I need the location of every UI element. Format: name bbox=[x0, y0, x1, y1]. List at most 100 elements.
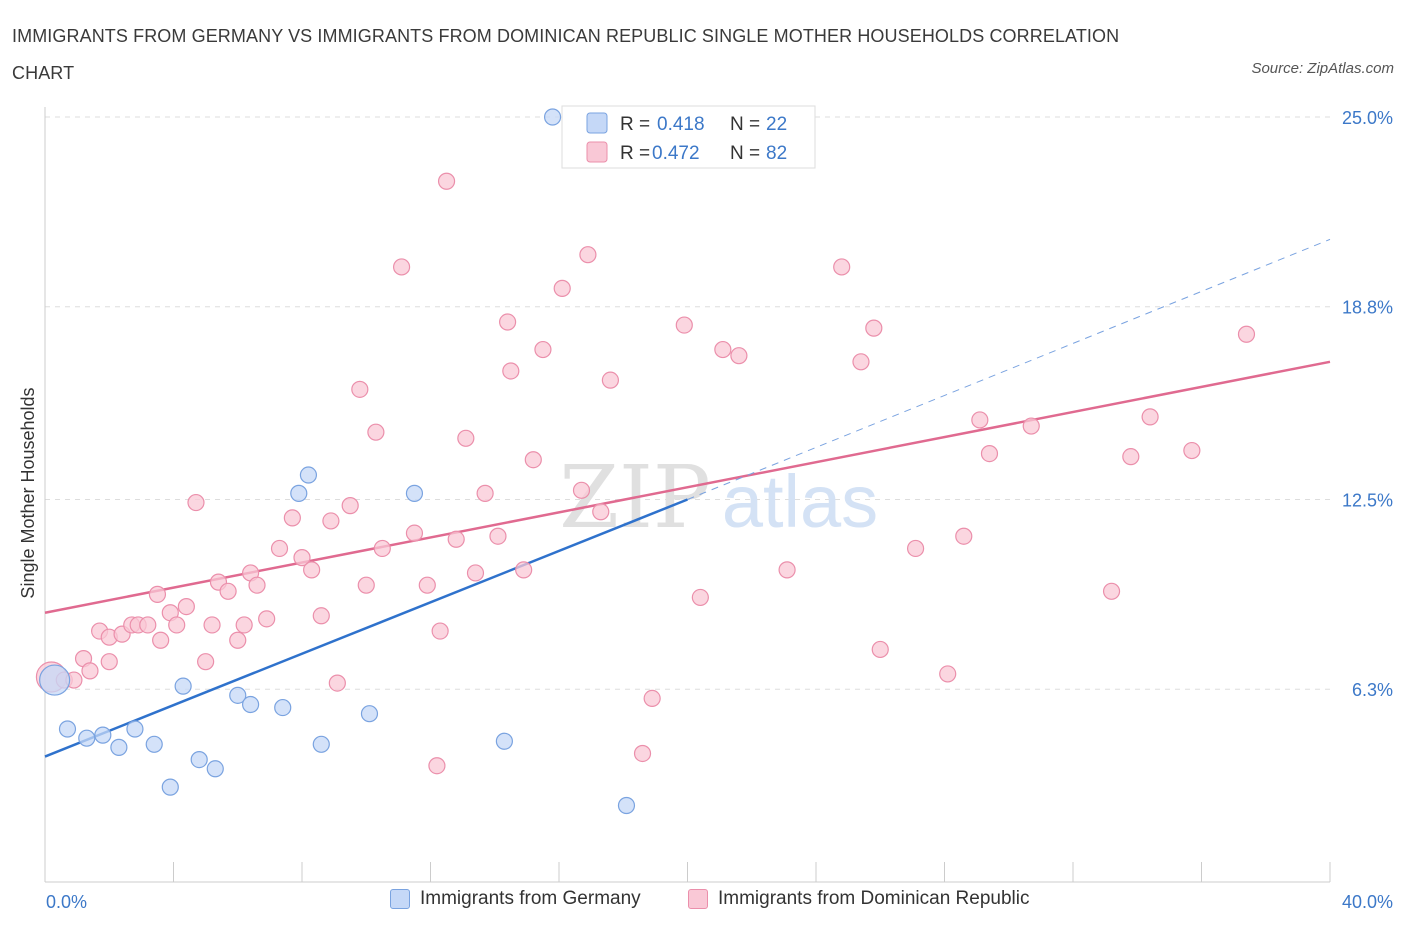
legend-germany-swatch bbox=[586, 112, 608, 134]
point-dominican-republic bbox=[833, 258, 851, 276]
x-tick-label: 0.0% bbox=[46, 892, 87, 912]
legend-bottom-dr-swatch bbox=[688, 889, 708, 909]
point-dominican-republic bbox=[1022, 417, 1040, 435]
point-dominican-republic bbox=[643, 689, 661, 708]
point-dominican-republic bbox=[466, 564, 485, 582]
point-dominican-republic bbox=[1183, 441, 1201, 460]
point-dominican-republic bbox=[148, 585, 167, 603]
point-germany bbox=[174, 677, 192, 695]
point-dominican-republic bbox=[229, 631, 247, 649]
point-dominican-republic bbox=[187, 493, 205, 512]
point-germany bbox=[206, 760, 224, 778]
point-germany bbox=[299, 466, 318, 484]
point-dominican-republic bbox=[1237, 325, 1256, 343]
point-dominican-republic bbox=[906, 539, 925, 558]
legend-dr-r-label: R = bbox=[620, 143, 650, 164]
legend-top: R = 0.418 N = 22 R = 0.472 N = 82 bbox=[561, 105, 816, 169]
point-dominican-republic bbox=[367, 423, 385, 441]
point-dominican-republic bbox=[633, 744, 652, 763]
point-germany bbox=[58, 720, 77, 738]
legend-dr-n-value: 82 bbox=[766, 143, 787, 164]
legend-dr-swatch bbox=[586, 141, 608, 163]
legend-germany-r-label: R = bbox=[620, 114, 650, 135]
point-dominican-republic bbox=[852, 353, 870, 371]
point-dominican-republic bbox=[499, 313, 517, 331]
point-dominican-republic bbox=[1122, 448, 1140, 466]
point-dominican-republic bbox=[534, 340, 552, 359]
point-germany bbox=[274, 698, 292, 717]
chart-title: IMMIGRANTS FROM GERMANY VS IMMIGRANTS FR… bbox=[12, 26, 1120, 83]
point-dominican-republic bbox=[515, 561, 533, 579]
tick-labels: 6.3% 12.5% 18.8% 25.0% 0.0% 40.0% bbox=[46, 108, 1393, 912]
point-dominican-republic bbox=[1141, 408, 1159, 426]
point-dominican-republic bbox=[81, 662, 99, 680]
legend-bottom-germany-label: Immigrants from Germany bbox=[420, 888, 641, 909]
point-dominican-republic bbox=[730, 347, 748, 365]
point-dominican-republic bbox=[357, 576, 375, 594]
point-dominican-republic bbox=[322, 512, 340, 530]
legend-germany-r-value: 0.418 bbox=[657, 114, 705, 135]
point-germany bbox=[39, 664, 71, 696]
point-dominican-republic bbox=[714, 340, 732, 359]
point-germany bbox=[190, 750, 208, 769]
point-dominican-republic bbox=[312, 607, 330, 625]
point-dominican-republic bbox=[431, 622, 449, 640]
point-germany bbox=[242, 695, 260, 714]
grid-lines bbox=[45, 116, 1330, 690]
points-dominican-republic bbox=[35, 172, 1256, 775]
point-germany bbox=[360, 705, 379, 723]
point-dominican-republic bbox=[373, 539, 391, 558]
point-dominican-republic bbox=[447, 530, 465, 548]
point-dominican-republic bbox=[592, 503, 610, 521]
legend-germany-n-value: 22 bbox=[766, 114, 787, 135]
point-dominican-republic bbox=[168, 616, 186, 634]
point-dominican-republic bbox=[980, 445, 999, 463]
point-germany bbox=[290, 484, 308, 502]
points-germany bbox=[39, 108, 636, 815]
point-dominican-republic bbox=[235, 616, 253, 634]
y-tick-label: 6.3% bbox=[1352, 680, 1393, 700]
trend-line-dominican-republic bbox=[44, 360, 1331, 614]
point-dominican-republic bbox=[152, 631, 170, 649]
point-dominican-republic bbox=[675, 316, 693, 334]
point-dominican-republic bbox=[1102, 582, 1121, 600]
point-dominican-republic bbox=[524, 451, 542, 469]
point-germany bbox=[495, 732, 513, 750]
point-dominican-republic bbox=[871, 640, 889, 659]
axes bbox=[44, 107, 1331, 883]
point-germany bbox=[145, 735, 163, 753]
y-tick-label: 25.0% bbox=[1342, 108, 1393, 128]
point-dominican-republic bbox=[139, 616, 157, 634]
legend-bottom: Immigrants from Germany Immigrants from … bbox=[0, 888, 1406, 918]
source-label: Source: ZipAtlas.com bbox=[1251, 60, 1394, 77]
point-dominican-republic bbox=[283, 509, 301, 527]
point-germany bbox=[126, 720, 144, 738]
point-germany bbox=[110, 738, 128, 756]
point-dominican-republic bbox=[971, 411, 989, 429]
point-dominican-republic bbox=[303, 561, 321, 579]
point-dominican-republic bbox=[579, 246, 597, 264]
point-germany bbox=[405, 484, 424, 502]
point-dominican-republic bbox=[437, 172, 456, 190]
legend-dr-n-label: N = bbox=[730, 143, 760, 164]
point-dominican-republic bbox=[405, 524, 424, 542]
point-dominican-republic bbox=[457, 429, 475, 447]
point-dominican-republic bbox=[100, 653, 118, 671]
watermark: ZIP atlas bbox=[559, 448, 878, 548]
point-dominican-republic bbox=[177, 597, 195, 616]
legend-bottom-germany: Immigrants from Germany bbox=[390, 888, 641, 910]
point-dominican-republic bbox=[392, 258, 411, 276]
point-germany bbox=[94, 726, 112, 744]
point-dominican-republic bbox=[428, 757, 446, 775]
point-dominican-republic bbox=[258, 610, 276, 628]
point-germany bbox=[78, 729, 96, 747]
trend-lines bbox=[44, 238, 1331, 758]
point-dominican-republic bbox=[955, 527, 973, 545]
point-dominican-republic bbox=[502, 362, 520, 380]
point-dominican-republic bbox=[865, 319, 883, 337]
y-axis-label: Single Mother Households bbox=[18, 387, 38, 598]
point-dominican-republic bbox=[553, 279, 571, 297]
trend-line-germany-extension bbox=[687, 238, 1331, 500]
point-germany bbox=[543, 108, 562, 126]
y-tick-label: 18.8% bbox=[1342, 298, 1393, 318]
